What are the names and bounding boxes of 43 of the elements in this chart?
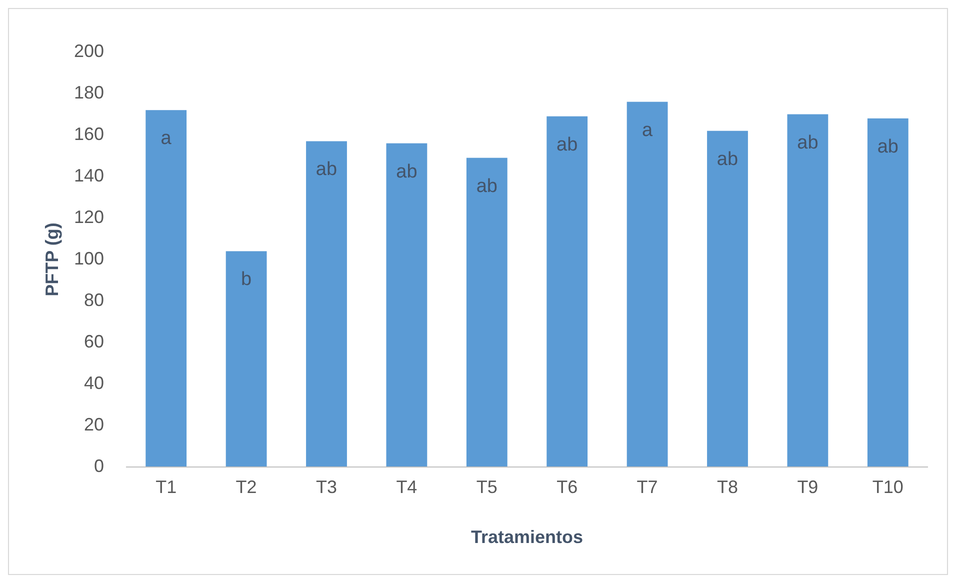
bar: [707, 130, 748, 467]
annotation: ab: [877, 136, 898, 158]
bar: [386, 143, 428, 467]
y-tick-label: 80: [84, 290, 104, 310]
annotation: ab: [476, 176, 498, 197]
x-tick-label: T9: [797, 477, 818, 497]
annotation: ab: [396, 161, 418, 182]
x-tick-label: T10: [872, 477, 904, 497]
y-tick-label: 0: [94, 456, 104, 476]
y-tick-label: 180: [74, 82, 104, 102]
y-tick-label: 60: [84, 331, 104, 352]
bar: [867, 118, 908, 467]
bar: [146, 110, 187, 467]
annotation: ab: [316, 159, 338, 180]
x-tick-label: T1: [156, 477, 177, 497]
annotation: a: [160, 128, 172, 150]
x-tick-label: T4: [396, 477, 418, 497]
bar: [787, 114, 828, 467]
x-tick-label: T2: [236, 477, 257, 497]
annotation: ab: [797, 132, 818, 154]
bar: [226, 251, 267, 467]
y-tick-label: 140: [74, 165, 104, 186]
x-tick-label: T5: [476, 477, 498, 497]
y-tick-label: 160: [74, 124, 104, 144]
annotation: ab: [556, 134, 578, 156]
bar: [626, 102, 668, 467]
bar: [466, 158, 508, 467]
x-tick-label: T7: [636, 477, 658, 497]
y-tick-label: 40: [84, 372, 104, 393]
annotation: a: [642, 120, 654, 141]
y-tick-label: 100: [74, 248, 104, 268]
bar: [546, 116, 588, 467]
y-tick-label: 120: [74, 206, 104, 227]
y-axis-title: PFTP (g): [42, 222, 62, 296]
annotation: ab: [716, 148, 738, 170]
annotation: b: [241, 269, 252, 290]
x-axis-title: Tratamientos: [470, 527, 584, 547]
x-tick-label: T6: [556, 477, 578, 497]
x-tick-label: T8: [716, 477, 738, 497]
x-tick-label: T3: [316, 477, 338, 497]
bar: [306, 141, 347, 467]
y-tick-label: 200: [74, 40, 104, 61]
y-tick-label: 20: [84, 414, 104, 434]
